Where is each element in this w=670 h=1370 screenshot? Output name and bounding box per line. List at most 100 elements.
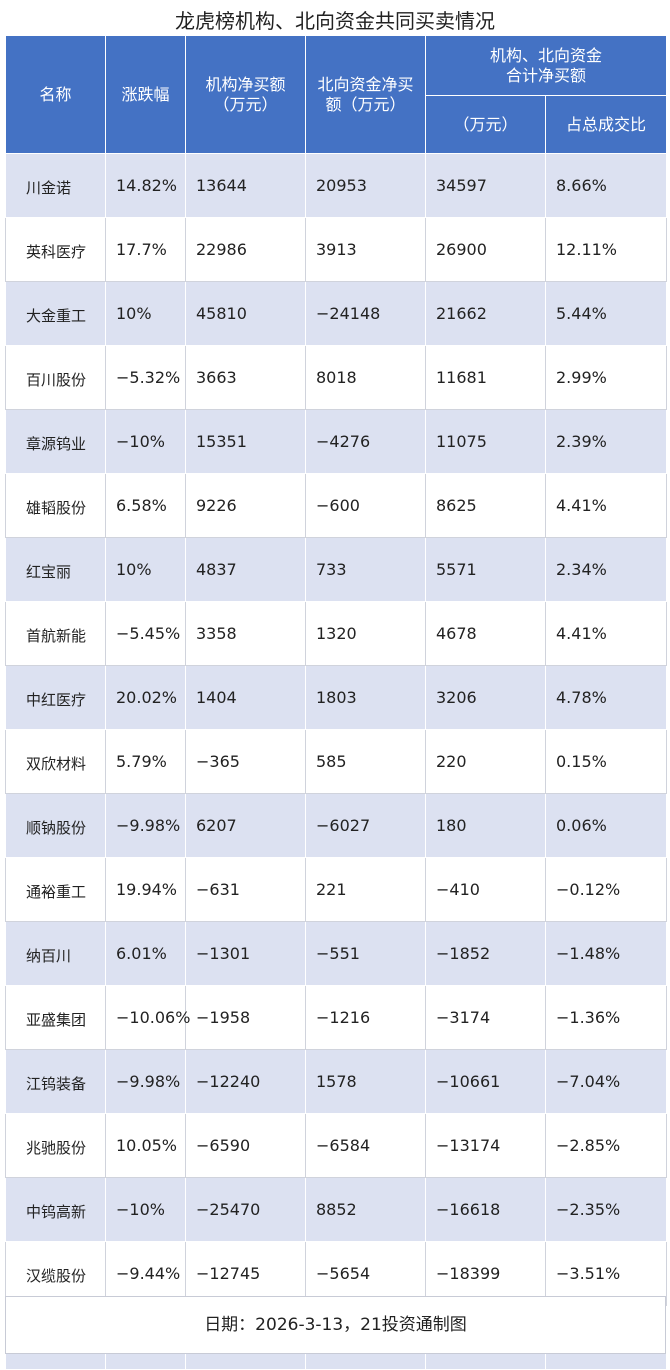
footer-date-source: 日期：2026-3-13，21投资通制图 xyxy=(5,1296,666,1354)
cell-combined-net-buy: 8625 xyxy=(425,473,546,538)
cell-ratio: 5.44% xyxy=(544,281,668,346)
table-row: 川金诺 14.82% 13644 20953 34597 8.66% xyxy=(5,153,668,218)
cell-inst-net-buy: 13644 xyxy=(185,153,306,218)
cell-change: −10% xyxy=(105,1177,186,1242)
cell-north-net-buy: 20953 xyxy=(305,153,426,218)
cell-ratio: −2.35% xyxy=(544,1177,668,1242)
cell-inst-net-buy: −6590 xyxy=(185,1113,306,1178)
cell-north-net-buy: 221 xyxy=(305,857,426,922)
cell-combined-net-buy: −1852 xyxy=(425,921,546,986)
cell-name: 雄韬股份 xyxy=(5,473,106,538)
cell-ratio: −1.36% xyxy=(544,985,668,1050)
cell-inst-net-buy: 3663 xyxy=(185,345,306,410)
cell-inst-net-buy: 3358 xyxy=(185,601,306,666)
cell-name: 兆驰股份 xyxy=(5,1113,106,1178)
cell-ratio: 0.15% xyxy=(544,729,668,794)
cell-north-net-buy: −5654 xyxy=(305,1241,426,1306)
cell-north-net-buy: 3913 xyxy=(305,217,426,282)
cell-north-net-buy: 8018 xyxy=(305,345,426,410)
cell-combined-net-buy: 5571 xyxy=(425,537,546,602)
cell-north-net-buy: −6584 xyxy=(305,1113,426,1178)
cell-inst-net-buy: −25470 xyxy=(185,1177,306,1242)
cell-combined-net-buy: 3206 xyxy=(425,665,546,730)
cell-combined-net-buy: −18399 xyxy=(425,1241,546,1306)
header-north-net-buy: 北向资金净买 额（万元） xyxy=(305,35,426,154)
cell-north-net-buy: 1578 xyxy=(305,1049,426,1114)
cell-ratio: 2.34% xyxy=(544,537,668,602)
cell-inst-net-buy: 1404 xyxy=(185,665,306,730)
cell-ratio: −0.12% xyxy=(544,857,668,922)
cell-inst-net-buy: 6207 xyxy=(185,793,306,858)
cell-change: −10.06% xyxy=(105,985,190,1050)
header-ratio: 占总成交比 xyxy=(544,95,668,154)
cell-change: −10% xyxy=(105,409,186,474)
cell-change: 14.82% xyxy=(105,153,186,218)
cell-change: −5.45% xyxy=(105,601,186,666)
cell-north-net-buy: 8852 xyxy=(305,1177,426,1242)
table-row: 中红医疗 20.02% 1404 1803 3206 4.78% xyxy=(5,665,668,730)
cell-change: 10% xyxy=(105,537,186,602)
cell-inst-net-buy: 15351 xyxy=(185,409,306,474)
table-row: 双欣材料 5.79% −365 585 220 0.15% xyxy=(5,729,668,794)
cell-north-net-buy: −24148 xyxy=(305,281,426,346)
header-inst-net-buy: 机构净买额 （万元） xyxy=(185,35,306,154)
table-row: 江钨装备 −9.98% −12240 1578 −10661 −7.04% xyxy=(5,1049,668,1114)
table-row: 章源钨业 −10% 15351 −4276 11075 2.39% xyxy=(5,409,668,474)
cell-name: 章源钨业 xyxy=(5,409,106,474)
cell-ratio: 4.41% xyxy=(544,473,668,538)
cell-combined-net-buy: 220 xyxy=(425,729,546,794)
cell-combined-net-buy: 11681 xyxy=(425,345,546,410)
table-row: 中钨高新 −10% −25470 8852 −16618 −2.35% xyxy=(5,1177,668,1242)
table-row: 大金重工 10% 45810 −24148 21662 5.44% xyxy=(5,281,668,346)
table-row: 雄韬股份 6.58% 9226 −600 8625 4.41% xyxy=(5,473,668,538)
cell-name: 江钨装备 xyxy=(5,1049,106,1114)
cell-change: 19.94% xyxy=(105,857,186,922)
cell-combined-net-buy: 180 xyxy=(425,793,546,858)
cell-combined-net-buy: 11075 xyxy=(425,409,546,474)
cell-inst-net-buy: 22986 xyxy=(185,217,306,282)
cell-name: 中钨高新 xyxy=(5,1177,106,1242)
cell-ratio: 2.99% xyxy=(544,345,668,410)
cell-north-net-buy: 1803 xyxy=(305,665,426,730)
cell-change: 5.79% xyxy=(105,729,186,794)
cell-combined-net-buy: −10661 xyxy=(425,1049,546,1114)
cell-north-net-buy: −600 xyxy=(305,473,426,538)
cell-north-net-buy: −4276 xyxy=(305,409,426,474)
cell-ratio: 8.66% xyxy=(544,153,668,218)
cell-change: 10% xyxy=(105,281,186,346)
cell-north-net-buy: 585 xyxy=(305,729,426,794)
cell-ratio: 4.78% xyxy=(544,665,668,730)
cell-name: 英科医疗 xyxy=(5,217,106,282)
cell-north-net-buy: 733 xyxy=(305,537,426,602)
cell-inst-net-buy: 4837 xyxy=(185,537,306,602)
table-row: 汉缆股份 −9.44% −12745 −5654 −18399 −3.51% xyxy=(5,1241,668,1306)
cell-change: 6.58% xyxy=(105,473,186,538)
cell-north-net-buy: −1216 xyxy=(305,985,426,1050)
cell-ratio: 4.41% xyxy=(544,601,668,666)
cell-name: 通裕重工 xyxy=(5,857,106,922)
cell-change: −9.98% xyxy=(105,793,186,858)
data-table: 名称 涨跌幅 机构净买额 （万元） 北向资金净买 额（万元） 机构、北向资金 合计净买… xyxy=(5,35,668,1370)
cell-combined-net-buy: 4678 xyxy=(425,601,546,666)
cell-ratio: 2.39% xyxy=(544,409,668,474)
cell-inst-net-buy: −12240 xyxy=(185,1049,306,1114)
cell-name: 川金诺 xyxy=(5,153,106,218)
table-row: 首航新能 −5.45% 3358 1320 4678 4.41% xyxy=(5,601,668,666)
cell-combined-net-buy: −410 xyxy=(425,857,546,922)
cell-ratio: 0.06% xyxy=(544,793,668,858)
cell-combined-net-buy: −3174 xyxy=(425,985,546,1050)
cell-ratio: 12.11% xyxy=(544,217,668,282)
cell-combined-net-buy: −16618 xyxy=(425,1177,546,1242)
header-change: 涨跌幅 xyxy=(105,35,186,154)
table-row: 兆驰股份 10.05% −6590 −6584 −13174 −2.85% xyxy=(5,1113,668,1178)
cell-ratio: −7.04% xyxy=(544,1049,668,1114)
cell-north-net-buy: −6027 xyxy=(305,793,426,858)
table-title: 龙虎榜机构、北向资金共同买卖情况 xyxy=(175,9,495,33)
cell-inst-net-buy: −365 xyxy=(185,729,306,794)
cell-north-net-buy: 1320 xyxy=(305,601,426,666)
cell-name: 顺钠股份 xyxy=(5,793,106,858)
cell-combined-net-buy: 26900 xyxy=(425,217,546,282)
cell-combined-net-buy: −13174 xyxy=(425,1113,546,1178)
cell-name: 红宝丽 xyxy=(5,537,106,602)
cell-inst-net-buy: −1958 xyxy=(185,985,306,1050)
